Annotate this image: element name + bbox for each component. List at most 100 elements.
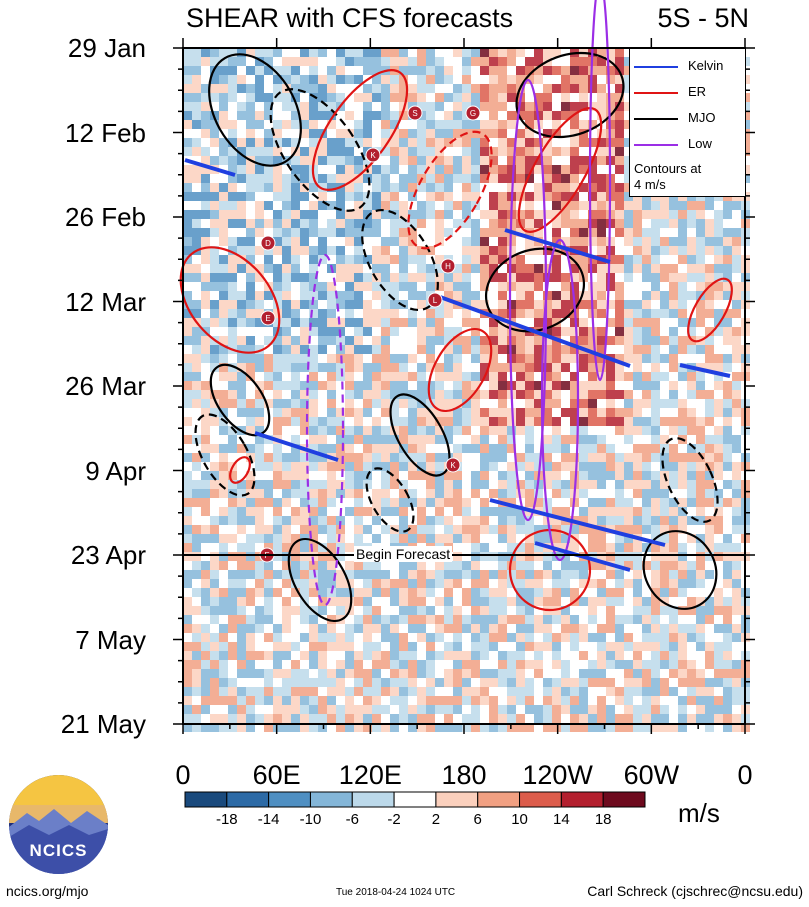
- shading-cell: [255, 309, 264, 318]
- shading-cell: [552, 597, 561, 606]
- shading-cell: [570, 417, 579, 426]
- shading-cell: [525, 696, 534, 705]
- shading-cell: [552, 84, 561, 93]
- shading-cell: [489, 75, 498, 84]
- shading-cell: [300, 588, 309, 597]
- shading-cell: [417, 417, 426, 426]
- shading-cell: [228, 84, 237, 93]
- shading-cell: [570, 237, 579, 246]
- shading-cell: [714, 354, 723, 363]
- shading-cell: [714, 552, 723, 561]
- shading-cell: [408, 444, 417, 453]
- shading-cell: [336, 138, 345, 147]
- shading-cell: [453, 705, 462, 714]
- shading-cell: [669, 561, 678, 570]
- shading-cell: [732, 462, 741, 471]
- shading-cell: [696, 372, 705, 381]
- storm-icon: [365, 147, 381, 163]
- shading-cell: [417, 318, 426, 327]
- shading-cell: [543, 354, 552, 363]
- shading-cell: [633, 462, 642, 471]
- shading-cell: [228, 363, 237, 372]
- shading-cell: [651, 561, 660, 570]
- shading-cell: [381, 138, 390, 147]
- shading-cell: [651, 687, 660, 696]
- shading-cell: [426, 633, 435, 642]
- shading-cell: [516, 552, 525, 561]
- shading-cell: [516, 156, 525, 165]
- shading-cell: [444, 705, 453, 714]
- shading-cell: [489, 57, 498, 66]
- shading-cell: [345, 507, 354, 516]
- shading-cell: [489, 705, 498, 714]
- shading-cell: [237, 624, 246, 633]
- shading-cell: [552, 390, 561, 399]
- shading-cell: [390, 93, 399, 102]
- shading-cell: [309, 345, 318, 354]
- shading-cell: [597, 705, 606, 714]
- shading-cell: [669, 336, 678, 345]
- shading-cell: [561, 183, 570, 192]
- shading-cell: [597, 84, 606, 93]
- shading-cell: [633, 723, 642, 732]
- shading-cell: [318, 525, 327, 534]
- shading-cell: [219, 192, 228, 201]
- shading-cell: [300, 273, 309, 282]
- shading-cell: [534, 57, 543, 66]
- shading-cell: [714, 597, 723, 606]
- shading-cell: [282, 606, 291, 615]
- shading-cell: [516, 561, 525, 570]
- shading-cell: [543, 705, 552, 714]
- shading-cell: [696, 498, 705, 507]
- shading-cell: [561, 111, 570, 120]
- shading-cell: [696, 210, 705, 219]
- shading-cell: [507, 336, 516, 345]
- shading-cell: [354, 453, 363, 462]
- shading-cell: [372, 309, 381, 318]
- shading-cell: [525, 309, 534, 318]
- shading-cell: [372, 678, 381, 687]
- shading-cell: [660, 723, 669, 732]
- shading-cell: [381, 687, 390, 696]
- shading-cell: [300, 75, 309, 84]
- shading-cell: [579, 525, 588, 534]
- shading-cell: [633, 714, 642, 723]
- shading-cell: [246, 138, 255, 147]
- shading-cell: [273, 372, 282, 381]
- shading-cell: [408, 156, 417, 165]
- low-contour: [588, 0, 612, 382]
- shading-cell: [435, 462, 444, 471]
- shading-cell: [498, 255, 507, 264]
- shading-cell: [255, 120, 264, 129]
- shading-cell: [255, 246, 264, 255]
- shading-cell: [192, 111, 201, 120]
- shading-cell: [255, 399, 264, 408]
- shading-cell: [480, 543, 489, 552]
- shading-cell: [246, 426, 255, 435]
- shading-cell: [246, 309, 255, 318]
- shading-cell: [183, 615, 192, 624]
- shading-cell: [300, 696, 309, 705]
- colorbar-label: 14: [553, 811, 570, 828]
- shading-cell: [453, 291, 462, 300]
- shading-cell: [696, 705, 705, 714]
- shading-cell: [606, 615, 615, 624]
- shading-cell: [597, 192, 606, 201]
- shading-cell: [291, 318, 300, 327]
- shading-cell: [273, 120, 282, 129]
- shading-cell: [300, 165, 309, 174]
- shading-cell: [714, 291, 723, 300]
- shading-cell: [498, 174, 507, 183]
- shading-cell: [453, 426, 462, 435]
- shading-cell: [615, 291, 624, 300]
- shading-cell: [354, 192, 363, 201]
- shading-cell: [678, 723, 687, 732]
- shading-cell: [714, 327, 723, 336]
- shading-cell: [273, 669, 282, 678]
- shading-cell: [210, 588, 219, 597]
- shading-cell: [282, 453, 291, 462]
- shading-cell: [687, 444, 696, 453]
- shading-cell: [210, 678, 219, 687]
- shading-cell: [255, 687, 264, 696]
- shading-cell: [255, 408, 264, 417]
